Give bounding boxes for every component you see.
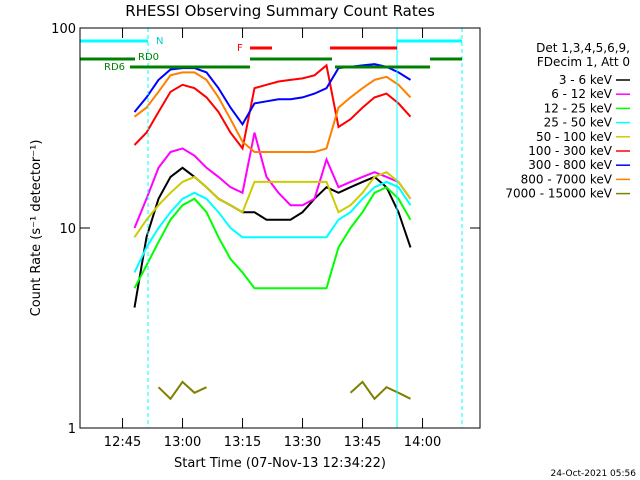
x-tick-label: 13:30 (284, 435, 321, 450)
series-line (133, 186, 412, 290)
y-tick-label: 1 (68, 422, 76, 437)
legend-label: 6 - 12 keV (551, 87, 613, 101)
legend-label: 100 - 300 keV (528, 144, 612, 158)
y-tick-label: 100 (51, 22, 76, 37)
timestamp: 24-Oct-2021 05:56 (551, 469, 637, 479)
legend-label: 7000 - 15000 keV (505, 187, 612, 201)
legend-title: Det 1,3,4,5,6,9, (536, 41, 630, 55)
legend-title: FDecim 1, Att 0 (537, 55, 630, 69)
series-line (133, 180, 412, 273)
legend-label: 300 - 800 keV (528, 158, 612, 172)
chart-title: RHESSI Observing Summary Count Rates (125, 2, 435, 20)
plot-area (133, 63, 412, 401)
x-tick-label: 14:00 (404, 435, 441, 450)
annotation: N (156, 36, 163, 47)
legend-label: 12 - 25 keV (544, 101, 613, 115)
series-line (133, 166, 412, 308)
y-axis-label: Count Rate (s⁻¹ detector⁻¹) (29, 140, 44, 317)
series-line (133, 132, 412, 229)
legend-label: 800 - 7000 keV (521, 172, 613, 186)
series-line (133, 63, 412, 151)
annotation: RD6 (104, 62, 125, 73)
annotation: RD0 (138, 52, 159, 63)
x-tick-label: 13:00 (164, 435, 201, 450)
series-line (157, 380, 411, 401)
series-line (133, 171, 412, 238)
legend-label: 25 - 50 keV (544, 116, 613, 130)
x-axis-label: Start Time (07-Nov-13 12:34:22) (174, 456, 386, 471)
series-line (133, 71, 412, 153)
legend-label: 3 - 6 keV (559, 73, 613, 87)
x-tick-label: 13:45 (344, 435, 381, 450)
y-tick-label: 10 (59, 222, 76, 237)
annotation: F (237, 43, 243, 54)
x-tick-label: 13:15 (224, 435, 261, 450)
legend-label: 50 - 100 keV (536, 130, 613, 144)
x-tick-label: 12:45 (104, 435, 141, 450)
annotations: N RD0 RD6 F (80, 28, 463, 428)
